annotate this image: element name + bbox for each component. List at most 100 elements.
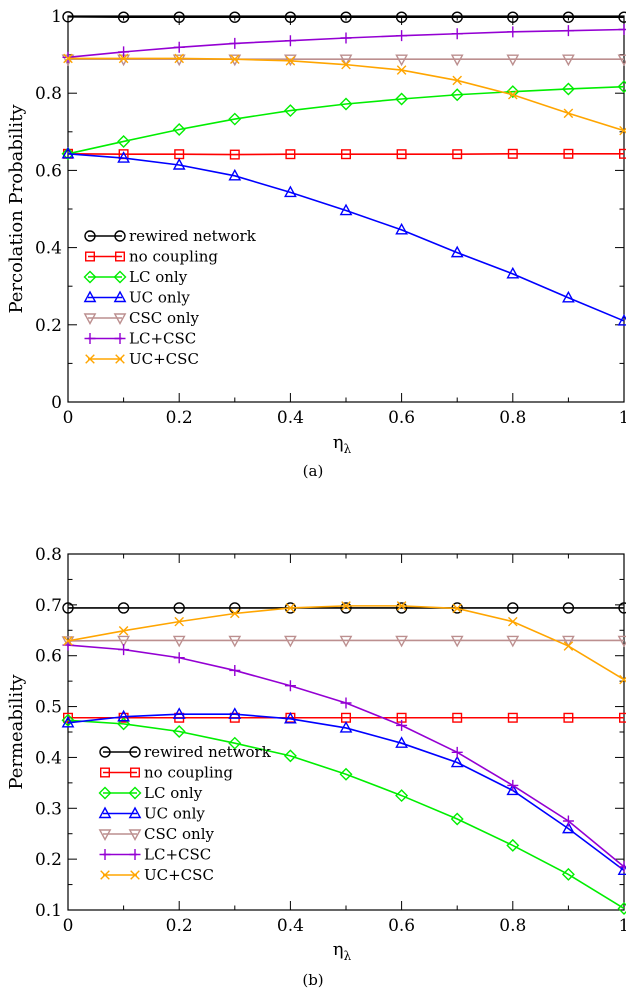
data-point <box>62 51 74 63</box>
y-tick-label: 0 <box>51 393 62 413</box>
legend-label: LC+CSC <box>144 846 211 864</box>
data-point <box>173 602 185 614</box>
y-tick-label: 1 <box>51 7 62 27</box>
legend-marker <box>114 230 126 242</box>
data-point <box>228 112 242 126</box>
data-point <box>174 616 184 627</box>
data-point <box>507 712 518 723</box>
series-uc-only <box>61 146 626 326</box>
legend: rewired network no coupling LC only UC only… <box>83 227 257 368</box>
data-point <box>117 134 131 148</box>
data-point <box>619 148 626 159</box>
y-tick-label: 0.4 <box>35 748 62 768</box>
data-point <box>117 151 130 163</box>
data-point <box>617 863 626 876</box>
data-point <box>172 158 186 170</box>
data-point <box>61 713 75 727</box>
legend-marker <box>83 290 97 303</box>
data-point <box>284 680 296 692</box>
y-tick-label: 0.4 <box>35 239 62 259</box>
data-point <box>562 635 575 648</box>
data-point <box>619 125 626 136</box>
data-point <box>395 11 408 23</box>
x-axis-title: ηλ <box>333 432 352 456</box>
data-point <box>63 53 73 64</box>
legend-label: CSC only <box>129 309 199 327</box>
legend-label: no coupling <box>144 764 233 782</box>
data-point <box>506 266 520 279</box>
legend-label: LC+CSC <box>129 330 196 348</box>
data-point <box>508 89 518 100</box>
legend-marker <box>98 829 112 841</box>
data-point <box>618 24 626 36</box>
series-lc-only <box>61 713 626 915</box>
data-point <box>172 54 186 67</box>
data-point <box>228 736 242 750</box>
data-point <box>506 85 520 99</box>
legend: rewired network no coupling LC only UC only… <box>98 743 272 884</box>
data-point <box>508 616 518 627</box>
x-tick-label: 0.4 <box>277 916 304 936</box>
data-point <box>561 82 575 96</box>
data-point <box>229 149 240 160</box>
data-point <box>284 185 297 198</box>
data-point <box>452 603 462 614</box>
x-tick-label: 0.6 <box>388 408 415 428</box>
data-point <box>450 88 464 102</box>
y-tick-label: 0.3 <box>35 799 62 819</box>
data-point <box>341 601 351 611</box>
data-point <box>507 148 518 159</box>
data-point <box>117 709 130 722</box>
legend-marker <box>84 230 96 242</box>
data-point <box>396 65 407 75</box>
data-point <box>618 602 626 614</box>
data-point <box>395 54 408 67</box>
data-point <box>506 838 520 852</box>
data-point <box>395 736 408 748</box>
series-line <box>67 85 625 155</box>
x-tick-label: 0.2 <box>166 916 193 936</box>
legend-marker <box>98 786 112 800</box>
data-point <box>619 712 626 723</box>
data-point <box>284 711 297 724</box>
legend-marker <box>99 767 110 778</box>
legend-label: CSC only <box>144 825 214 843</box>
data-point <box>228 168 242 181</box>
legend-marker <box>113 270 127 284</box>
data-point <box>562 11 575 23</box>
data-point <box>562 602 575 614</box>
legend-marker <box>99 746 111 758</box>
data-point <box>507 602 519 614</box>
y-tick-label: 0.6 <box>35 647 62 667</box>
data-point <box>617 635 626 648</box>
data-point <box>617 80 626 94</box>
legend-marker <box>129 767 140 778</box>
data-point <box>619 674 626 685</box>
y-tick-label: 0.8 <box>35 84 62 104</box>
x-tick-label: 0.8 <box>499 408 526 428</box>
data-point <box>63 636 73 646</box>
data-point <box>507 26 519 38</box>
data-point <box>506 635 520 648</box>
legend-label: LC only <box>144 784 203 802</box>
y-tick-label: 0.5 <box>35 698 62 718</box>
legend-label: UC only <box>144 805 205 823</box>
data-point <box>172 725 186 738</box>
series-line <box>67 153 625 322</box>
data-point <box>340 11 352 23</box>
data-point <box>61 636 75 648</box>
y-tick-label: 0.7 <box>35 596 62 616</box>
data-point <box>452 75 462 86</box>
data-point <box>285 603 296 613</box>
y-tick-label: 0.6 <box>35 161 62 181</box>
data-point <box>229 11 241 23</box>
data-point <box>561 867 575 881</box>
x-tick-label: 0.2 <box>166 408 193 428</box>
data-point <box>173 652 185 664</box>
chart-panel-a: 0 0.2 0.4 0.6 0.8 1 0 0.2 0.4 0.6 0.8 1 ηλ Percolatio… <box>6 7 626 480</box>
data-point <box>450 54 464 67</box>
data-point <box>451 746 463 758</box>
legend-marker <box>83 313 97 325</box>
data-point <box>229 664 241 676</box>
